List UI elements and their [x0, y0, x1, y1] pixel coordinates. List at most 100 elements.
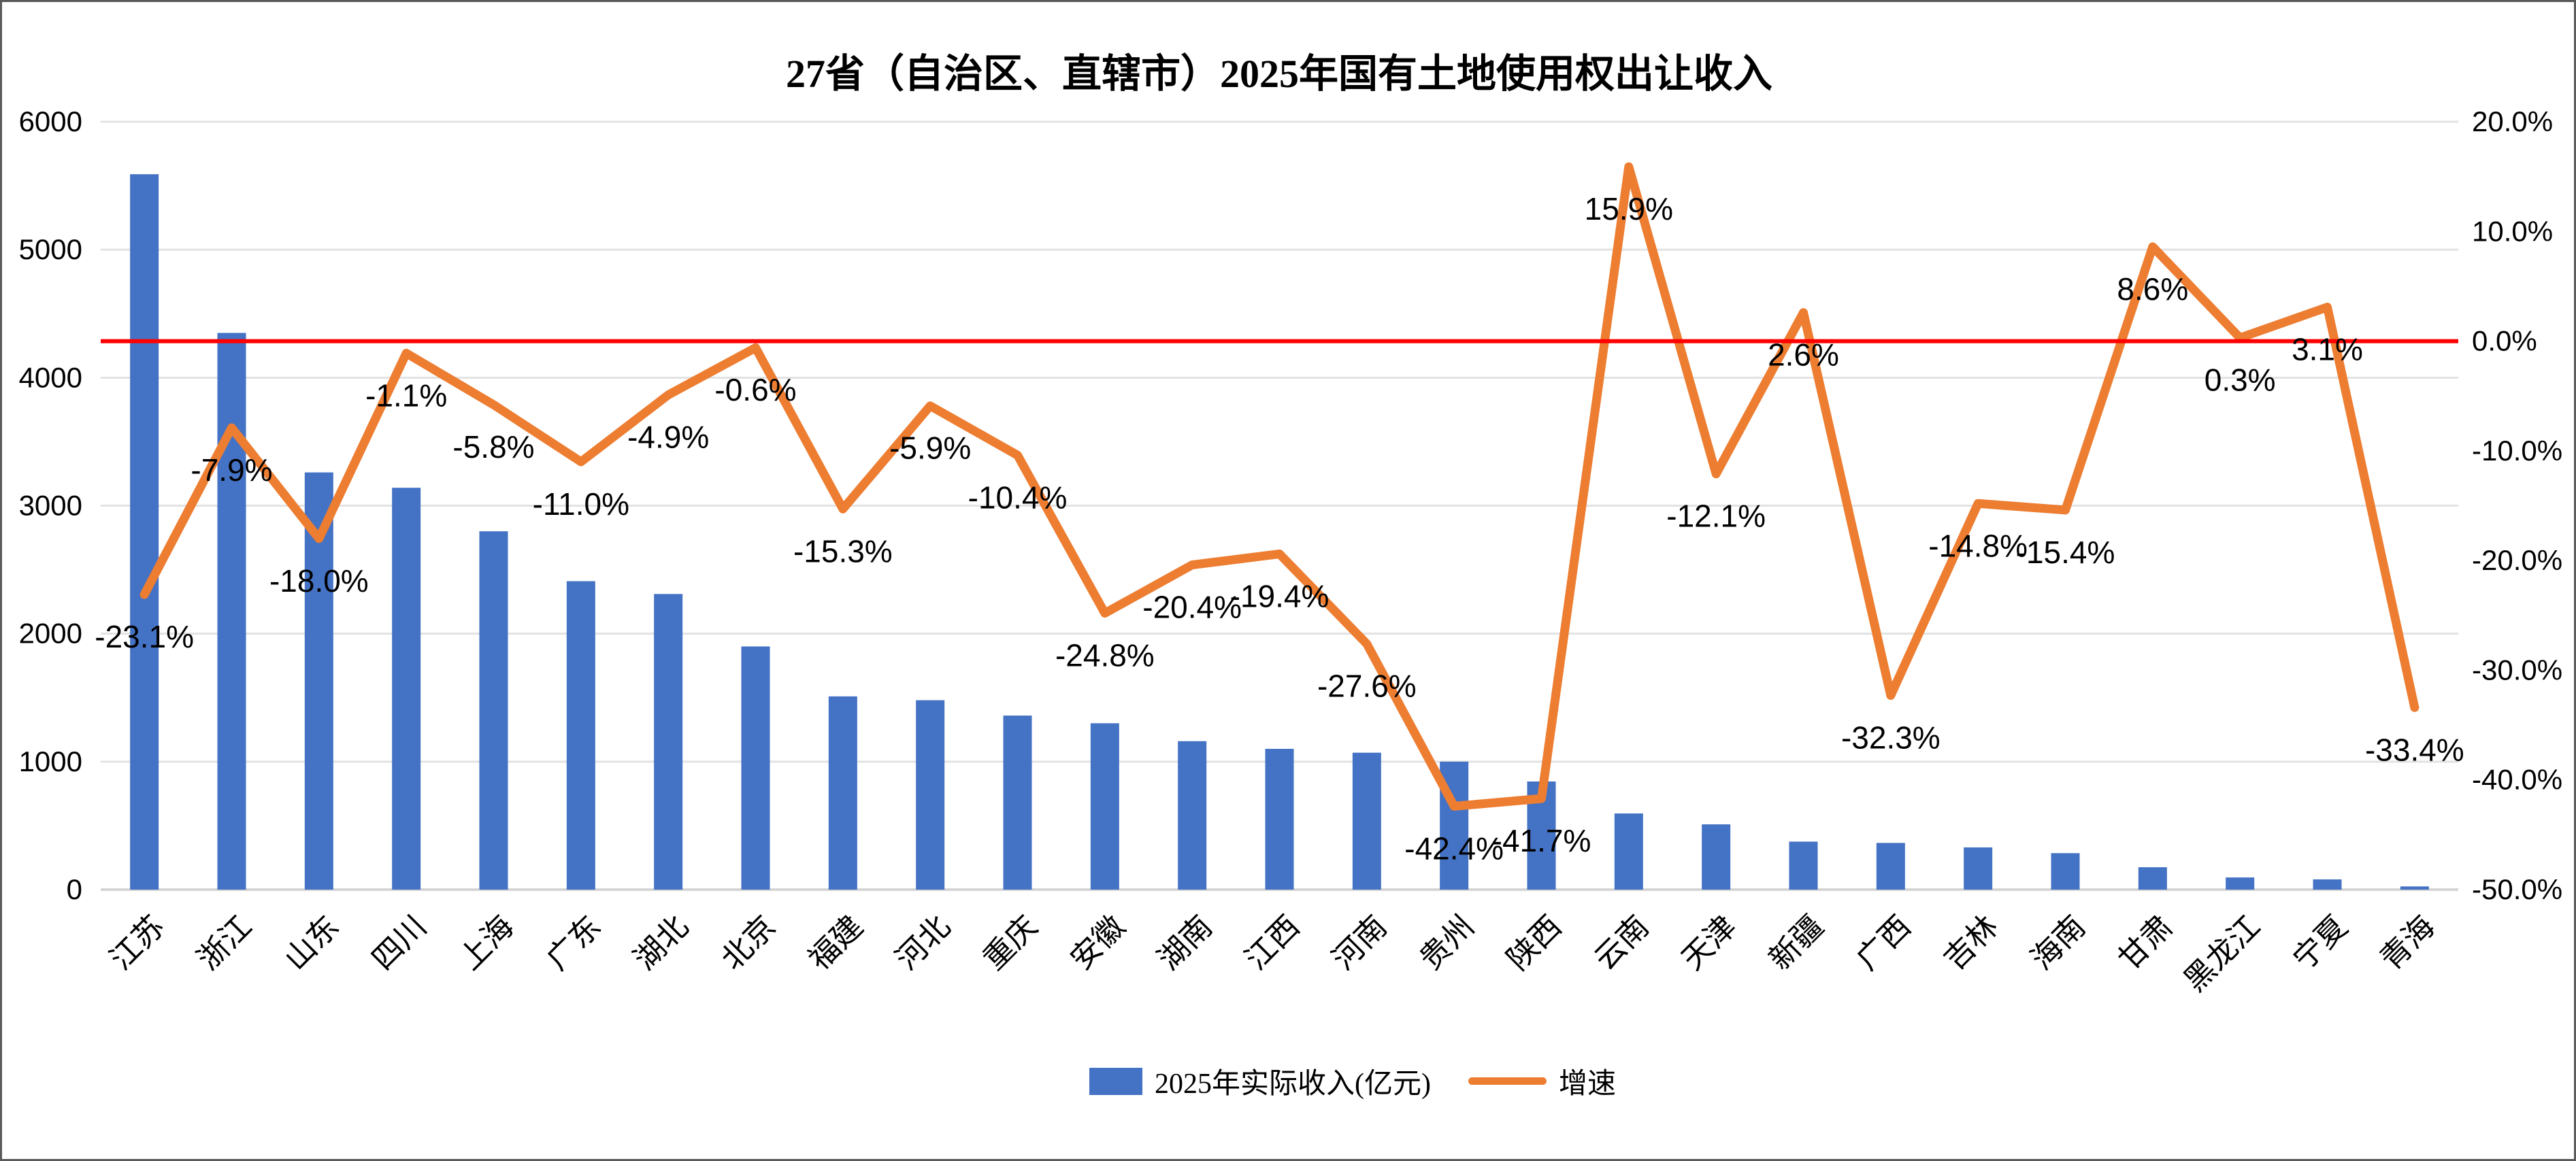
right-axis-tick: -50.0% [2472, 873, 2562, 905]
left-axis-tick: 0 [67, 873, 82, 905]
category-label-重庆: 重庆 [977, 909, 1044, 977]
bar-广东 [566, 581, 595, 890]
growth-label-广东: -11.0% [533, 486, 629, 522]
category-label-新疆: 新疆 [1763, 909, 1830, 977]
left-axis-tick: 3000 [19, 490, 82, 522]
bar-series-swatch [1089, 1067, 1142, 1095]
right-axis-tick: 20.0% [2472, 105, 2553, 137]
bar-河北 [916, 700, 945, 890]
bar-湖北 [654, 594, 683, 890]
category-label-天津: 天津 [1675, 909, 1743, 977]
left-axis-tick: 1000 [19, 745, 82, 777]
growth-label-湖南: -20.4% [1142, 590, 1242, 625]
right-axis-tick: -20.0% [2472, 544, 2562, 576]
category-label-广东: 广东 [540, 909, 608, 977]
growth-label-云南: 15.9% [1585, 191, 1673, 226]
bar-江苏 [130, 174, 159, 890]
right-axis-tick: -10.0% [2472, 435, 2562, 467]
category-label-海南: 海南 [2025, 909, 2092, 977]
growth-label-甘肃: 8.6% [2117, 271, 2188, 307]
right-axis-tick: 10.0% [2472, 215, 2553, 247]
left-axis-tick: 6000 [19, 105, 82, 137]
growth-label-四川: -1.1% [365, 377, 447, 413]
growth-label-江苏: -23.1% [95, 619, 194, 654]
growth-label-贵州: -42.4% [1404, 830, 1504, 866]
growth-label-河南: -27.6% [1317, 669, 1417, 704]
growth-label-江西: -19.4% [1230, 578, 1330, 613]
bar-青海 [2400, 886, 2429, 890]
bar-北京 [741, 646, 770, 890]
growth-label-天津: -12.1% [1666, 499, 1766, 534]
growth-label-青海: -33.4% [2365, 732, 2464, 767]
bar-甘肃 [2138, 867, 2167, 890]
growth-label-福建: -15.3% [793, 533, 893, 569]
growth-label-宁夏: 3.1% [2292, 332, 2363, 367]
category-label-江西: 江西 [1239, 909, 1306, 977]
category-label-河北: 河北 [889, 909, 957, 977]
category-label-江苏: 江苏 [103, 909, 171, 977]
category-label-福建: 福建 [802, 909, 870, 977]
bar-宁夏 [2313, 879, 2342, 890]
category-label-贵州: 贵州 [1413, 909, 1481, 977]
bar-新疆 [1789, 841, 1818, 890]
category-label-宁夏: 宁夏 [2287, 909, 2354, 977]
category-label-云南: 云南 [1588, 909, 1655, 977]
category-label-青海: 青海 [2374, 909, 2441, 977]
category-label-浙江: 浙江 [191, 909, 259, 977]
category-label-吉林: 吉林 [1937, 909, 2004, 977]
right-axis-tick: -30.0% [2472, 654, 2562, 686]
category-label-湖北: 湖北 [627, 909, 695, 977]
line-series-label: 增速 [1558, 1069, 1616, 1100]
growth-label-海南: -15.4% [2016, 535, 2115, 570]
line-series-swatch [1468, 1077, 1547, 1085]
category-label-上海: 上海 [453, 909, 521, 977]
left-axis-tick: 5000 [19, 233, 82, 265]
category-label-湖南: 湖南 [1151, 909, 1219, 977]
left-axis-tick: 2000 [19, 618, 82, 650]
growth-label-重庆: -10.4% [968, 479, 1068, 515]
bar-黑龙江 [2226, 877, 2255, 890]
growth-label-河北: -5.9% [889, 431, 971, 466]
growth-label-湖北: -4.9% [627, 420, 709, 455]
bar-吉林 [1964, 847, 1993, 890]
bar-重庆 [1003, 716, 1032, 890]
growth-label-黑龙江: 0.3% [2205, 363, 2276, 398]
bar-广西 [1876, 843, 1905, 890]
legend-item-bar: 2025年实际收入(亿元) [1089, 1060, 1431, 1102]
growth-label-北京: -0.6% [714, 372, 796, 407]
chart-title: 27省（自治区、直辖市）2025年国有土地使用权出让收入 [785, 52, 1773, 96]
category-label-安徽: 安徽 [1064, 909, 1132, 977]
legend-item-line: 增速 [1468, 1060, 1616, 1102]
bar-云南 [1614, 813, 1643, 890]
category-label-黑龙江: 黑龙江 [2177, 909, 2266, 998]
left-axis-tick: 4000 [19, 361, 82, 393]
bar-福建 [828, 696, 857, 890]
growth-label-安徽: -24.8% [1055, 638, 1155, 673]
growth-label-上海: -5.8% [452, 429, 534, 465]
category-label-北京: 北京 [715, 909, 782, 977]
category-label-河南: 河南 [1326, 909, 1393, 977]
growth-label-山东: -18.0% [269, 563, 369, 599]
bar-湖南 [1178, 741, 1207, 890]
category-label-四川: 四川 [365, 909, 433, 977]
legend: 2025年实际收入(亿元) 增速 [1089, 1060, 1616, 1102]
bar-江西 [1265, 749, 1294, 890]
category-label-陕西: 陕西 [1501, 909, 1568, 977]
growth-label-新疆: 2.6% [1768, 337, 1839, 373]
growth-label-陕西: -41.7% [1492, 823, 1591, 858]
bar-河南 [1352, 752, 1381, 890]
bar-安徽 [1090, 723, 1119, 890]
bar-海南 [2051, 853, 2080, 890]
growth-label-吉林: -14.8% [1928, 528, 2028, 563]
right-axis-tick: 0.0% [2472, 325, 2537, 357]
bar-series-label: 2025年实际收入(亿元) [1155, 1069, 1431, 1100]
bar-上海 [479, 531, 508, 890]
bar-四川 [392, 488, 421, 890]
growth-line [139, 162, 2420, 811]
right-axis-tick: -40.0% [2472, 764, 2562, 796]
growth-label-浙江: -7.9% [191, 452, 272, 488]
bar-天津 [1702, 824, 1731, 890]
category-label-广西: 广西 [1850, 909, 1917, 977]
